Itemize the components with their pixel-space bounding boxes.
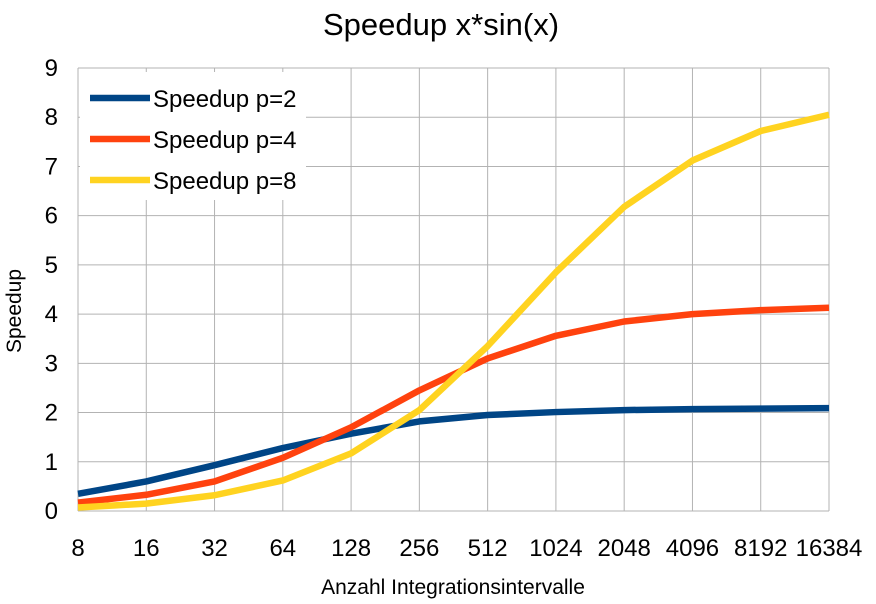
x-tick-label: 16	[133, 535, 160, 562]
y-tick-label: 4	[45, 301, 58, 328]
y-axis-label: Speedup	[3, 269, 26, 353]
y-tick-label: 6	[45, 203, 58, 230]
legend-item: Speedup p=8	[90, 168, 296, 195]
y-tick-label: 5	[45, 252, 58, 279]
series-line	[77, 404, 830, 497]
y-tick-label: 8	[45, 104, 58, 131]
x-tick-label: 16384	[796, 535, 863, 562]
x-tick-label: 1024	[529, 535, 582, 562]
x-axis-ticks: 8 16 32 64 128 256 512 1024 2048 4096 8192 16384	[71, 535, 862, 562]
x-tick-label: 64	[269, 535, 296, 562]
x-axis-label: Anzahl Integrationsintervalle	[321, 576, 585, 599]
series-layer	[77, 111, 830, 511]
x-tick-label: 32	[201, 535, 228, 562]
y-tick-label: 3	[45, 350, 58, 377]
y-tick-label: 7	[45, 153, 58, 180]
x-tick-label: 8192	[734, 535, 787, 562]
x-tick-label: 4096	[666, 535, 719, 562]
legend-item: Speedup p=4	[90, 127, 296, 154]
y-axis-ticks: 0 1 2 3 4 5 6 7 8 9	[45, 55, 58, 525]
legend-label: Speedup p=8	[153, 168, 296, 195]
legend-label: Speedup p=4	[153, 127, 296, 154]
series-3	[77, 111, 830, 511]
y-tick-label: 0	[45, 498, 58, 525]
x-tick-label: 512	[468, 535, 508, 562]
legend-item: Speedup p=2	[90, 86, 296, 113]
legend: Speedup p=2 Speedup p=4 Speedup p=8	[80, 72, 306, 200]
x-tick-label: 256	[399, 535, 439, 562]
y-tick-label: 1	[45, 449, 58, 476]
legend-label: Speedup p=2	[153, 86, 296, 113]
x-tick-label: 2048	[597, 535, 650, 562]
series-1	[77, 404, 830, 497]
y-tick-label: 9	[45, 55, 58, 82]
series-line	[77, 111, 830, 511]
x-tick-label: 8	[71, 535, 84, 562]
y-tick-label: 2	[45, 400, 58, 427]
chart-title: Speedup x*sin(x)	[323, 7, 559, 42]
x-tick-label: 128	[331, 535, 371, 562]
